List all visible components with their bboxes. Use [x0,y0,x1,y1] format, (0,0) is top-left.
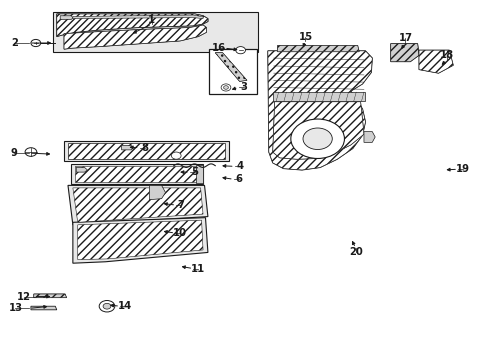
Polygon shape [78,220,203,260]
Polygon shape [277,45,358,51]
Polygon shape [53,12,258,51]
Polygon shape [57,14,207,37]
Circle shape [171,152,181,159]
Circle shape [221,84,230,91]
Polygon shape [68,143,224,159]
Polygon shape [76,167,87,172]
Text: 4: 4 [236,161,243,171]
Polygon shape [418,50,452,73]
Text: 1: 1 [148,15,155,26]
Polygon shape [272,92,365,101]
Polygon shape [64,141,228,161]
Text: 19: 19 [455,164,469,174]
Polygon shape [73,188,203,222]
Polygon shape [68,185,207,225]
Polygon shape [71,164,203,184]
Text: 15: 15 [298,32,312,42]
Circle shape [25,148,37,156]
Polygon shape [390,44,418,62]
Circle shape [31,40,41,46]
Polygon shape [60,16,73,19]
Polygon shape [272,102,363,159]
Text: 2: 2 [11,38,18,48]
Polygon shape [34,294,66,298]
Polygon shape [122,145,133,150]
Circle shape [103,303,111,309]
Text: 11: 11 [191,264,205,274]
Text: 7: 7 [177,200,184,210]
Polygon shape [34,294,66,298]
Circle shape [99,301,115,312]
Text: 5: 5 [191,167,198,177]
Polygon shape [73,218,207,263]
FancyBboxPatch shape [209,49,257,94]
Text: 13: 13 [8,303,22,314]
Polygon shape [195,165,203,183]
Text: 9: 9 [11,148,18,158]
Polygon shape [363,132,374,142]
Text: 3: 3 [240,82,246,93]
Circle shape [290,119,344,158]
Text: 20: 20 [348,247,362,257]
Polygon shape [149,185,165,200]
Polygon shape [64,25,206,49]
Polygon shape [31,306,57,310]
Text: 16: 16 [212,43,226,53]
Polygon shape [267,51,371,170]
Polygon shape [390,44,418,62]
Polygon shape [75,166,199,182]
Text: 14: 14 [118,301,132,311]
Polygon shape [277,45,358,51]
Polygon shape [272,102,363,159]
Text: 12: 12 [17,292,31,302]
Polygon shape [215,53,246,81]
Circle shape [303,128,331,149]
Text: 17: 17 [398,33,411,43]
Polygon shape [267,51,371,170]
Text: 6: 6 [235,174,242,184]
Polygon shape [215,53,246,81]
Polygon shape [64,25,206,49]
Polygon shape [418,50,452,73]
Polygon shape [73,15,203,19]
Circle shape [223,86,228,89]
Polygon shape [57,14,207,37]
Text: 10: 10 [173,228,187,238]
Circle shape [235,46,245,54]
Text: 18: 18 [439,50,453,60]
Text: 8: 8 [141,143,148,153]
